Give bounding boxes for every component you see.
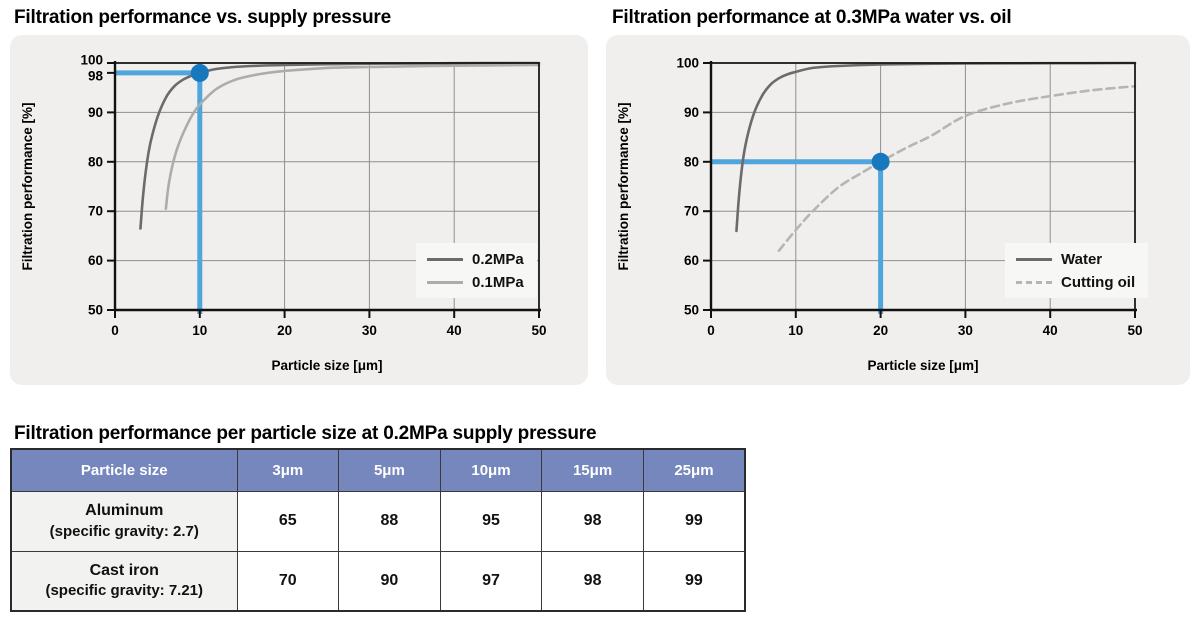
legend-line-swatch: [427, 257, 463, 261]
table-row: Aluminum (specific gravity: 2.7) 65 88 95 98 9…: [10, 490, 746, 552]
axis-tick-label: 10: [192, 323, 207, 338]
water-oil-chart-legend: Water Cutting oil: [1005, 243, 1149, 298]
material-gravity: (specific gravity: 7.21): [45, 582, 204, 600]
row-header: Aluminum (specific gravity: 2.7): [10, 490, 238, 552]
legend-label: Water: [1061, 250, 1103, 268]
value-cell: 70: [236, 550, 340, 612]
annotation-dot: [190, 63, 209, 82]
axis-tick-label: 0: [707, 323, 715, 338]
axis-tick-label: 40: [447, 323, 462, 338]
chart-title-water-oil: Filtration performance at 0.3MPa water v…: [612, 7, 1012, 28]
axis-tick-label: 60: [684, 253, 699, 268]
y-axis-title: Filtration performance [%]: [616, 102, 631, 270]
value-cell: 98: [541, 490, 644, 552]
material-name: Aluminum: [85, 501, 164, 519]
column-header: 5μm: [338, 448, 441, 492]
axis-tick-label: 100: [80, 53, 103, 68]
legend-item: 0.2MPa: [427, 250, 524, 268]
legend-item: 0.1MPa: [427, 273, 524, 291]
axis-tick-label: 100: [676, 56, 699, 71]
table-header-row: Particle size 3μm 5μm 10μm 15μm 25μm: [10, 448, 746, 492]
material-gravity: (specific gravity: 2.7): [49, 522, 199, 540]
value-cell: 65: [236, 490, 340, 552]
legend-label: Cutting oil: [1061, 273, 1136, 291]
legend-label: 0.1MPa: [472, 273, 524, 291]
water-oil-chart-panel: 50 60 70 80 90 100 0 10 20 30 40 50 Particle size [μ…: [606, 35, 1190, 385]
value-cell: 97: [439, 550, 543, 612]
legend-line-swatch: [1016, 280, 1052, 284]
column-header: 25μm: [642, 448, 746, 492]
column-header: 15μm: [541, 448, 644, 492]
axis-tick-label: 50: [531, 323, 546, 338]
legend-item: Cutting oil: [1016, 273, 1135, 291]
axis-tick-label: 50: [1127, 323, 1142, 338]
legend-line-swatch: [427, 280, 463, 284]
material-name: Cast iron: [89, 561, 159, 579]
axis-tick-label: 70: [684, 204, 699, 219]
axis-tick-label: 70: [88, 204, 103, 219]
axis-tick-label: 30: [958, 323, 973, 338]
table-title: Filtration performance per particle size…: [14, 423, 597, 444]
axis-tick-label: 90: [684, 105, 699, 120]
value-cell: 90: [338, 550, 441, 612]
axis-tick-label: 30: [362, 323, 377, 338]
x-axis-title: Particle size [μm]: [271, 358, 382, 373]
chart-title-pressure: Filtration performance vs. supply pressu…: [14, 7, 391, 28]
axis-tick-label: 50: [88, 303, 103, 318]
axis-tick-label: 90: [88, 105, 103, 120]
column-header: 3μm: [236, 448, 340, 492]
legend-label: 0.2MPa: [472, 250, 524, 268]
value-cell: 98: [541, 550, 644, 612]
value-cell: 95: [439, 490, 543, 552]
table-row: Cast iron (specific gravity: 7.21) 70 90 97 9…: [10, 550, 746, 612]
curve-cutting-oil: [777, 84, 1137, 253]
column-header: Particle size: [10, 448, 238, 492]
axis-tick-label: 50: [684, 303, 699, 318]
axis-tick-label: 60: [88, 253, 103, 268]
axis-tick-label: 20: [277, 323, 292, 338]
annotation-dot: [871, 152, 890, 171]
filtration-table: Particle size 3μm 5μm 10μm 15μm 25μm Aluminum…: [10, 448, 746, 612]
axis-tick-label: 40: [1043, 323, 1058, 338]
pressure-chart-legend: 0.2MPa 0.1MPa: [416, 243, 537, 298]
curve-0.1mpa: [164, 63, 541, 211]
x-axis-title: Particle size [μm]: [867, 358, 978, 373]
axis-tick-label: 20: [873, 323, 888, 338]
axis-tick-label: 98: [88, 68, 104, 83]
row-header: Cast iron (specific gravity: 7.21): [10, 550, 238, 612]
legend-item: Water: [1016, 250, 1135, 268]
y-axis-title: Filtration performance [%]: [20, 102, 35, 270]
water-oil-chart-svg: 50 60 70 80 90 100 0 10 20 30 40 50 Particle size [μ…: [616, 56, 1143, 374]
axis-tick-label: 10: [788, 323, 803, 338]
value-cell: 99: [642, 550, 746, 612]
pressure-chart-panel: 50 60 70 80 90 100 98 0 10 20 30 40 50 Particle size …: [10, 35, 588, 385]
axis-tick-label: 80: [684, 154, 699, 169]
axis-tick-label: 80: [88, 154, 103, 169]
axis-tick-label: 0: [111, 323, 119, 338]
column-header: 10μm: [439, 448, 543, 492]
value-cell: 88: [338, 490, 441, 552]
legend-line-swatch: [1016, 257, 1052, 261]
value-cell: 99: [642, 490, 746, 552]
